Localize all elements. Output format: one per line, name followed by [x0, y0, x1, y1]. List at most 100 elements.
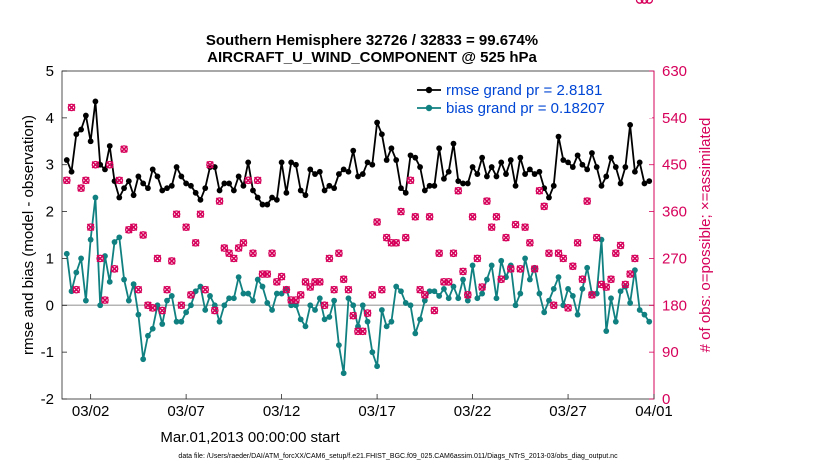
bias-point	[546, 297, 552, 304]
bias-point	[608, 295, 614, 302]
bias-point	[493, 295, 500, 302]
rmse-point	[474, 171, 481, 177]
obs-assimilated-point	[344, 285, 353, 294]
obs-assimilated-point	[110, 265, 119, 273]
obs-possible-point	[616, 241, 625, 250]
obs-assimilated-point	[253, 176, 262, 185]
bias-point	[464, 297, 471, 304]
obs-assimilated-point	[401, 233, 410, 242]
obs-possible-point	[292, 296, 300, 304]
rmse-point	[512, 182, 519, 189]
rmse-point	[240, 182, 247, 189]
rmse-point	[565, 159, 571, 166]
obs-assimilated-point	[497, 275, 505, 284]
obs-possible-point	[96, 254, 105, 263]
rmse-point	[269, 194, 275, 201]
bias-point	[211, 302, 218, 309]
rmse-point	[579, 161, 586, 168]
obs-possible-point	[363, 309, 372, 317]
rmse-point	[383, 157, 390, 163]
x-tick-label: 04/01	[635, 403, 673, 420]
obs-possible-point	[511, 220, 520, 229]
obs-possible-point	[425, 212, 434, 221]
obs-assimilated-point	[631, 254, 639, 263]
rmse-point	[302, 192, 309, 199]
obs-possible-point	[110, 264, 119, 273]
rmse-point	[340, 166, 347, 173]
obs-possible-point	[215, 197, 224, 206]
rmse-point	[312, 171, 318, 177]
obs-possible-point	[435, 249, 444, 258]
obs-possible-point	[368, 291, 377, 299]
y2-tick-label: 90	[662, 344, 679, 361]
obs-assimilated-point	[163, 285, 171, 294]
bias-point	[574, 311, 581, 318]
obs-possible-point	[253, 176, 262, 185]
obs-assimilated-point	[397, 207, 405, 216]
rmse-point	[254, 194, 261, 201]
obs-possible-point	[378, 285, 386, 294]
bias-point	[82, 297, 89, 304]
obs-assimilated-point	[129, 223, 138, 231]
bias-point	[569, 293, 576, 299]
bias-point	[383, 323, 390, 330]
rmse-point	[168, 182, 175, 189]
rmse-point	[445, 168, 452, 175]
obs-possible-point	[210, 306, 219, 315]
rmse-point	[288, 159, 295, 166]
bias-point	[526, 276, 533, 283]
obs-assimilated-point	[91, 160, 100, 169]
rmse-point	[125, 178, 132, 185]
obs-possible-point	[244, 176, 253, 185]
obs-possible-point	[416, 285, 424, 294]
rmse-point	[531, 171, 538, 177]
obs-assimilated-point	[115, 176, 124, 185]
rmse-point	[73, 131, 80, 138]
obs-possible-point	[430, 306, 439, 315]
obs-assimilated-point	[454, 186, 463, 195]
chart-subtitle: AIRCRAFT_U_WIND_COMPONENT @ 525 hPa	[207, 49, 537, 66]
obs-possible-point	[129, 223, 138, 232]
legend-rmse-marker	[425, 86, 433, 94]
obs-possible-point	[559, 254, 568, 263]
rmse-point	[321, 187, 328, 194]
rmse-point	[488, 164, 495, 170]
rmse-point	[159, 187, 166, 194]
rmse-point	[355, 173, 361, 180]
obs-assimilated-point	[96, 254, 104, 263]
bias-point	[436, 293, 443, 299]
obs-assimilated-point	[277, 272, 286, 281]
bias-point	[207, 293, 213, 299]
bias-point	[216, 318, 223, 325]
obs-possible-point	[468, 212, 477, 221]
bias-point	[388, 318, 395, 325]
obs-possible-point	[272, 278, 281, 286]
obs-possible-point	[330, 285, 338, 294]
obs-possible-point	[554, 249, 563, 258]
obs-possible-point	[105, 160, 114, 169]
obs-possible-point	[230, 254, 238, 263]
obs-assimilated-point	[411, 213, 420, 221]
rmse-point	[216, 187, 223, 194]
obs-assimilated-point	[101, 296, 109, 304]
obs-possible-point	[411, 212, 420, 221]
rmse-point	[421, 187, 428, 194]
bias-point	[469, 262, 476, 269]
rmse-point	[546, 194, 552, 201]
obs-possible-point	[473, 254, 482, 263]
rmse-point	[188, 182, 194, 189]
rmse-point	[106, 143, 113, 149]
obs-possible-point	[263, 270, 272, 278]
obs-possible-point	[315, 278, 324, 286]
obs-assimilated-point	[368, 291, 377, 299]
rmse-point	[608, 154, 614, 161]
obs-assimilated-point	[134, 285, 143, 294]
obs-possible-point	[177, 301, 186, 310]
obs-possible-point	[440, 278, 448, 286]
obs-possible-point	[91, 160, 100, 169]
y2-axis-label: # of obs: o=possible; ×=assimilated	[697, 118, 714, 353]
obs-assimilated-point	[378, 285, 386, 294]
obs-possible-point	[201, 285, 210, 294]
obs-assimilated-point	[521, 223, 529, 231]
rmse-point	[589, 150, 595, 156]
